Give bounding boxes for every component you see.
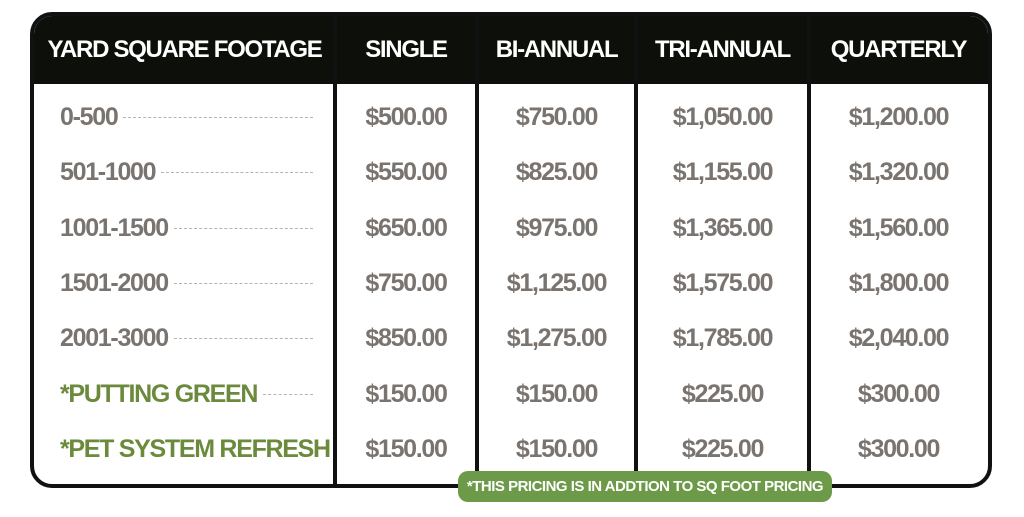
price: $1,155.00: [672, 158, 774, 187]
column-header: QUARTERLY: [830, 36, 968, 63]
price: $150.00: [515, 434, 599, 463]
size-text: 1001-1500: [60, 213, 169, 242]
size-text: *PET SYSTEM REFRESH: [60, 434, 331, 463]
size-text: 1501-2000: [60, 268, 169, 297]
price: $550.00: [365, 158, 448, 187]
price: $850.00: [365, 324, 448, 353]
dashed-leader: [123, 117, 313, 118]
price: $225.00: [681, 434, 765, 463]
size-text: 501-1000: [60, 158, 157, 187]
column-divider: [475, 16, 479, 484]
price: $1,125.00: [506, 268, 608, 297]
price: $750.00: [515, 103, 599, 131]
size-label: *PUTTING GREEN: [34, 367, 335, 422]
size-label: 1001-1500: [34, 201, 335, 256]
price: $2,040.00: [848, 324, 950, 353]
price: $825.00: [515, 158, 599, 187]
price: $225.00: [681, 379, 765, 408]
price: $150.00: [365, 379, 448, 408]
price: $975.00: [515, 213, 599, 242]
pricing-note: *THIS PRICING IS IN ADDTION TO SQ FOOT P…: [458, 471, 832, 502]
price: $1,365.00: [672, 213, 774, 242]
price: $300.00: [857, 379, 941, 408]
price: $1,575.00: [672, 268, 774, 297]
price: $1,560.00: [848, 213, 950, 242]
header-band: [34, 16, 988, 84]
column-divider: [807, 16, 811, 484]
price: $1,320.00: [848, 158, 950, 187]
price: $150.00: [515, 379, 599, 408]
price: $1,050.00: [672, 103, 774, 131]
size-text: *PUTTING GREEN: [60, 379, 258, 408]
dashed-leader: [173, 338, 313, 340]
dashed-leader: [263, 393, 313, 395]
price: $150.00: [365, 434, 448, 463]
size-label: 1501-2000: [34, 256, 335, 311]
column-divider: [333, 16, 337, 484]
size-label: 2001-3000: [34, 311, 335, 366]
price: $650.00: [365, 213, 448, 242]
column-header: YARD SQUARE FOOTAGE: [47, 36, 323, 63]
size-label: 0-500: [34, 90, 335, 145]
price: $500.00: [365, 103, 448, 131]
column-divider: [634, 16, 638, 484]
dashed-leader: [173, 282, 313, 284]
price: $1,800.00: [848, 268, 950, 297]
price: $1,785.00: [672, 324, 774, 353]
size-label: *PET SYSTEM REFRESH: [34, 422, 335, 477]
size-text: 2001-3000: [60, 324, 169, 353]
price: $300.00: [857, 434, 941, 463]
size-label: 501-1000: [34, 145, 335, 200]
size-text: 0-500: [60, 103, 119, 131]
column-header: SINGLE: [365, 36, 448, 63]
column-header: TRI-ANNUAL: [655, 36, 791, 63]
price: $750.00: [365, 268, 448, 297]
price: $1,200.00: [848, 103, 950, 131]
price: $1,275.00: [506, 324, 608, 353]
column-header: BI-ANNUAL: [495, 36, 619, 63]
dashed-leader: [173, 227, 313, 229]
pricing-table: YARD SQUARE FOOTAGE SINGLE BI-ANNUAL TRI-AN…: [30, 12, 992, 488]
dashed-leader: [161, 172, 313, 174]
